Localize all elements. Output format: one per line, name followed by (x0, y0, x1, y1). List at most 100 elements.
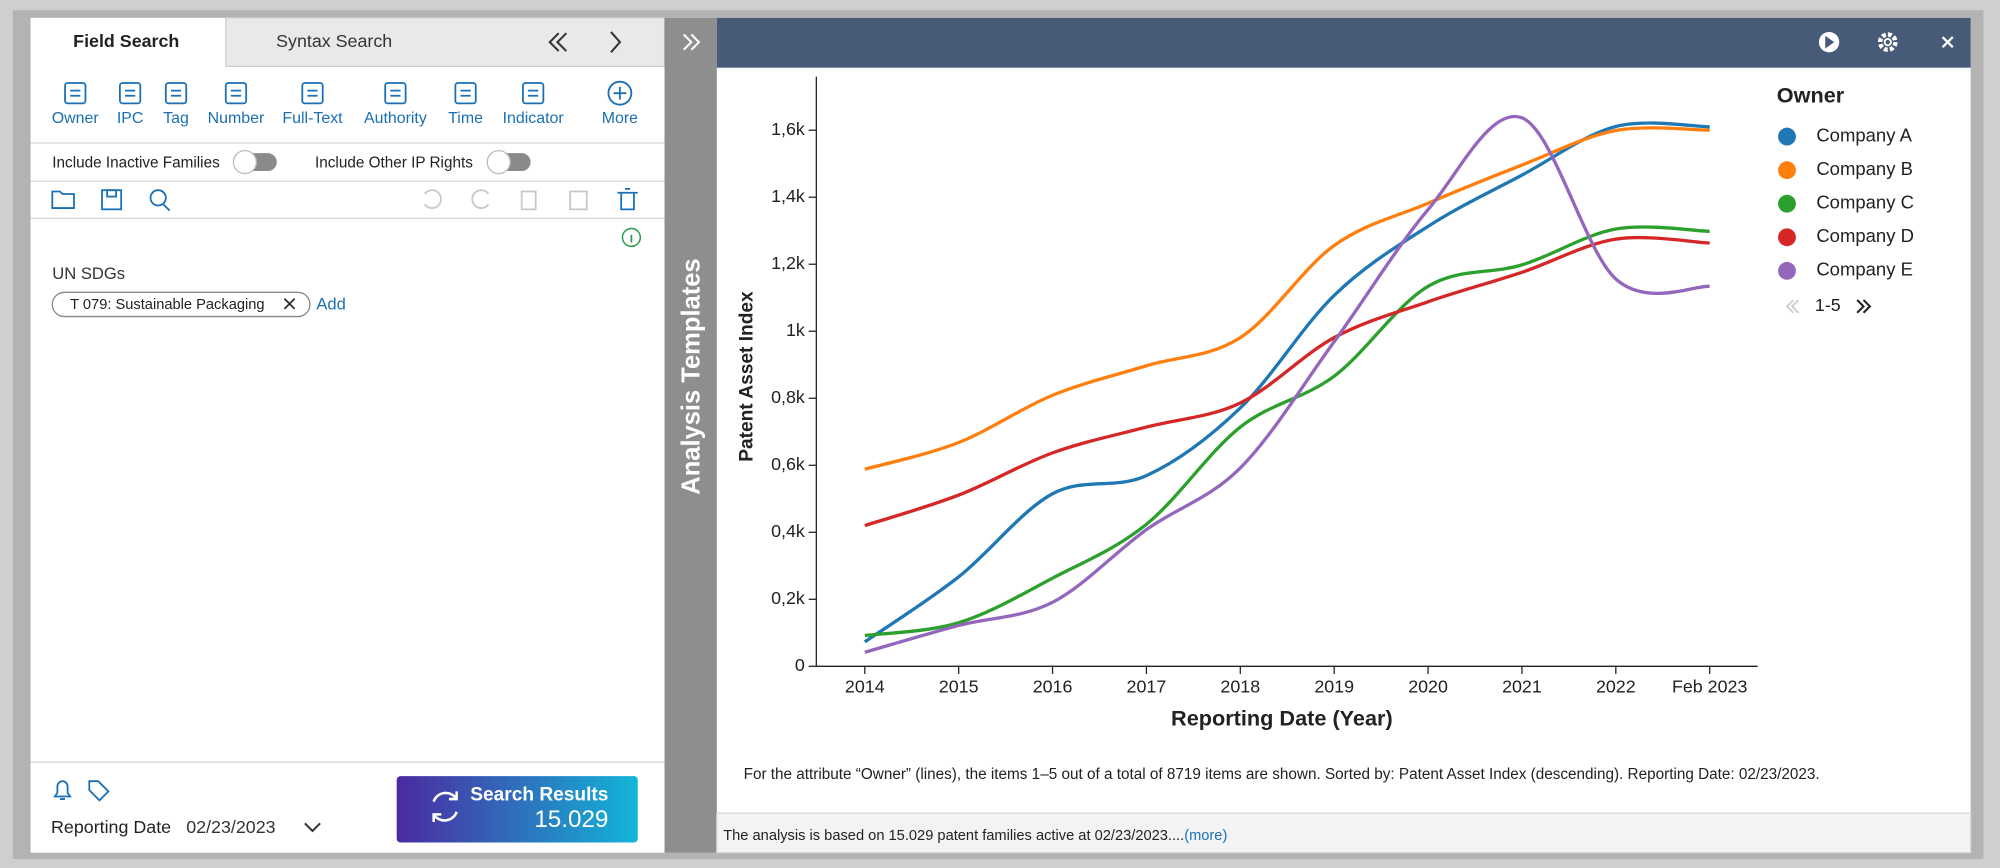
toolbar-label[interactable]: Owner (52, 110, 100, 127)
legend-label[interactable]: Company E (1816, 259, 1913, 280)
toolbar-label[interactable]: Authority (364, 110, 427, 127)
toolbar-icon-detail (170, 89, 182, 97)
y-tick-label: 1,6k (771, 119, 805, 139)
toolbar-icon[interactable] (164, 82, 188, 105)
legend-label[interactable]: Company D (1816, 225, 1914, 246)
toolbar-icon[interactable] (301, 82, 324, 105)
toggle-label: Include Other IP Rights (315, 154, 473, 171)
x-tick-label: 2015 (939, 677, 979, 697)
toolbar-icon[interactable] (454, 82, 477, 105)
series-line (864, 126, 1710, 471)
toolbar: Owner IPC Tag Number Full-Text Authority Time I… (52, 80, 638, 127)
info-icon[interactable] (621, 227, 642, 248)
delete-icon[interactable] (617, 188, 638, 211)
field-label: UN SDGs (52, 264, 125, 283)
toolbar-label[interactable]: IPC (117, 110, 144, 127)
x-tick-label: 2014 (845, 677, 885, 697)
history-icon[interactable] (149, 189, 167, 207)
redo-icon[interactable] (471, 189, 490, 209)
toolbar-icon[interactable] (64, 82, 87, 105)
side-strip[interactable] (664, 17, 717, 853)
legend-label[interactable]: Company B (1816, 158, 1913, 179)
x-axis-title: Reporting Date (Year) (1171, 706, 1393, 731)
legend-swatch[interactable] (1778, 261, 1796, 280)
legend-swatch[interactable] (1778, 228, 1796, 247)
legend-next[interactable] (1862, 299, 1872, 314)
chip[interactable] (51, 291, 311, 318)
tag-icon[interactable] (88, 780, 110, 802)
copy-icon[interactable] (520, 190, 537, 211)
series-line (863, 121, 1710, 644)
expand-icon[interactable] (682, 33, 693, 51)
legend-swatch[interactable] (1778, 194, 1796, 213)
save-icon-detail (106, 189, 117, 198)
x-tick-label: 2020 (1408, 677, 1448, 697)
chip-remove[interactable] (283, 298, 296, 310)
open-icon[interactable] (51, 190, 75, 209)
history-icon-handle (162, 203, 171, 212)
toolbar-icon[interactable] (224, 82, 248, 105)
x-tick-label: 2016 (1033, 677, 1073, 697)
toolbar-icon-detail (125, 89, 136, 97)
y-axis-title: Patent Asset Index (737, 291, 758, 462)
legend-swatch[interactable] (1778, 127, 1796, 146)
x-tick-label: 2018 (1220, 677, 1260, 697)
side-strip-label: Analysis Templates (677, 258, 705, 494)
legend-next[interactable] (1856, 299, 1865, 314)
legend-page: 1-5 (1815, 295, 1841, 315)
toolbar-label[interactable]: Indicator (503, 110, 565, 127)
reporting-date[interactable]: 02/23/2023 (186, 817, 275, 837)
footer-bar (716, 812, 1972, 854)
add-link[interactable]: Add (316, 294, 345, 313)
close-icon[interactable] (1941, 36, 1954, 49)
x-tick-label: 2021 (1502, 677, 1542, 697)
legend-prev[interactable] (1790, 299, 1800, 314)
toggle-knob (232, 149, 258, 175)
legend-label[interactable]: Company C (1816, 192, 1914, 213)
y-tick-label: 0,2k (771, 588, 805, 608)
x-tick-label: 2022 (1596, 677, 1636, 697)
toolbar-label[interactable]: Time (448, 110, 483, 127)
y-tick-label: 1,2k (771, 253, 805, 273)
legend-title: Owner (1777, 83, 1845, 108)
undo-icon[interactable] (424, 189, 442, 209)
dropdown-icon[interactable] (304, 822, 321, 833)
toolbar-label[interactable]: Number (208, 110, 265, 127)
chip-label: T 079: Sustainable Packaging (70, 297, 264, 313)
collapse-icon[interactable] (548, 32, 560, 52)
toolbar-icon-detail (70, 89, 81, 97)
series-line (864, 225, 1710, 638)
toolbar-label[interactable]: Full-Text (282, 110, 343, 127)
refresh-icon (432, 791, 458, 823)
alert-icon[interactable] (53, 780, 72, 800)
y-tick-label: 1k (786, 320, 805, 340)
legend-swatch[interactable] (1778, 161, 1796, 180)
series-line (864, 114, 1710, 654)
toggle-knob (486, 149, 511, 175)
expand-icon[interactable] (690, 33, 701, 51)
reporting-date-label: Reporting Date (51, 817, 171, 837)
paste-icon[interactable] (569, 190, 588, 211)
toolbar-label[interactable]: Tag (163, 110, 189, 127)
tab[interactable]: Field Search (73, 31, 179, 51)
toolbar-icon[interactable] (384, 82, 407, 105)
toolbar-icon-detail (528, 89, 539, 97)
toolbar-icon-detail (460, 89, 471, 97)
y-tick-label: 0,6k (771, 454, 805, 474)
toolbar-icon[interactable] (607, 80, 633, 106)
legend-prev[interactable] (1785, 299, 1794, 314)
more-link[interactable]: (more) (1184, 828, 1227, 844)
toolbar-label[interactable]: More (602, 110, 638, 127)
x-tick-label: 2019 (1314, 677, 1354, 697)
toolbar-icon[interactable] (522, 82, 545, 105)
next-icon[interactable] (610, 31, 622, 54)
y-tick-label: 0 (795, 655, 805, 675)
collapse-icon[interactable] (555, 32, 568, 52)
tab[interactable]: Syntax Search (276, 31, 392, 51)
legend-label[interactable]: Company A (1816, 124, 1912, 145)
play-icon-glyph (1825, 35, 1835, 49)
toolbar-icon-detail (307, 89, 318, 97)
settings-icon[interactable] (1877, 32, 1898, 53)
toolbar-icon[interactable] (119, 82, 142, 105)
